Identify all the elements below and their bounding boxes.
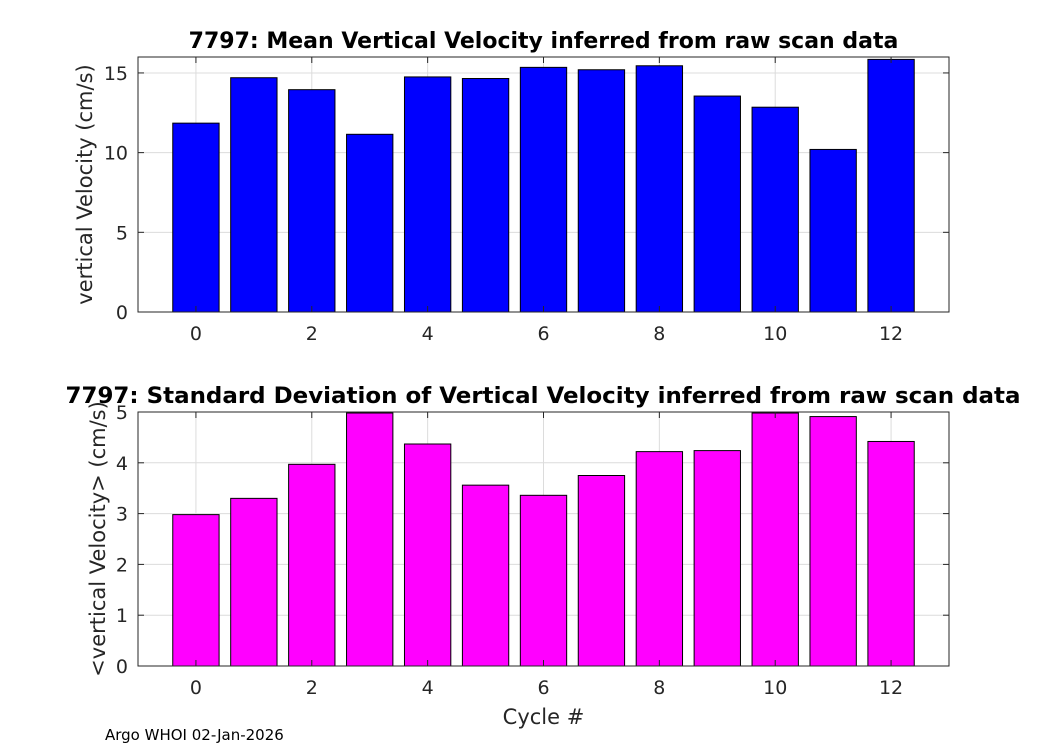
bar-cycle-11 [809,416,857,667]
bar-cycle-12 [867,440,915,667]
bar-cycle-4 [403,443,452,667]
bar-cycle-8 [635,451,684,667]
chart-title: 7797: Mean Vertical Velocity inferred fr… [189,29,899,54]
y-tick-label: 1 [116,605,128,627]
bar-cycle-1 [230,497,278,667]
x-tick-label: 6 [537,323,549,345]
bar-cycle-3 [346,133,394,313]
x-tick-label: 2 [306,323,318,345]
y-tick-label: 5 [116,222,128,244]
bar-cycle-10 [751,106,799,313]
x-tick-label: 2 [306,677,318,699]
y-tick-label: 3 [116,504,128,526]
x-tick-label: 12 [879,323,903,345]
y-tick-label: 2 [116,554,128,576]
x-axis-label: Cycle # [503,705,585,729]
y-axis-label: <vertical Velocity> (cm/s) [86,401,110,677]
mean-velocity-chart: 0 2 4 6 8 10 12 0 5 10 15 7797: Mean Vertical Veloc… [73,29,950,345]
y-tick-label: 0 [116,656,128,678]
y-tick-label: 0 [116,302,128,324]
x-tick-label: 10 [763,677,787,699]
bar-cycle-1 [230,77,278,313]
footer-credit: Argo WHOI 02-Jan-2026 [105,726,284,744]
bar-cycle-6 [519,66,568,313]
bar-cycle-0 [172,122,220,313]
bar-cycle-2 [288,463,336,667]
y-axis-label: vertical Velocity (cm/s) [73,64,97,304]
bar-cycle-3 [346,412,394,667]
y-tick-label: 15 [104,63,128,85]
x-tick-label: 8 [653,323,665,345]
bar-cycle-6 [519,494,568,667]
bar-cycle-11 [809,148,857,313]
bar-cycle-7 [577,69,626,313]
bar-cycle-5 [461,484,510,667]
y-tick-label: 5 [116,402,128,424]
x-tick-label: 10 [763,323,787,345]
bar-cycle-5 [461,78,510,313]
x-tick-label: 6 [537,677,549,699]
chart-title: 7797: Standard Deviation of Vertical Vel… [66,384,1021,409]
x-tick-label: 0 [190,323,202,345]
y-tick-label: 10 [104,143,128,165]
x-tick-label: 8 [653,677,665,699]
x-tick-label: 4 [422,323,434,345]
bar-cycle-12 [867,58,915,313]
bar-cycle-9 [693,450,741,667]
bar-cycle-9 [693,95,741,313]
x-tick-label: 4 [422,677,434,699]
x-tick-label: 12 [879,677,903,699]
bar-cycle-2 [288,89,336,313]
bar-cycle-4 [403,76,452,313]
bar-cycle-8 [635,65,684,313]
x-tick-label: 0 [190,677,202,699]
bar-cycle-0 [172,514,220,667]
y-tick-label: 4 [116,453,128,475]
bar-cycle-7 [577,475,626,667]
bar-cycle-10 [751,412,799,667]
